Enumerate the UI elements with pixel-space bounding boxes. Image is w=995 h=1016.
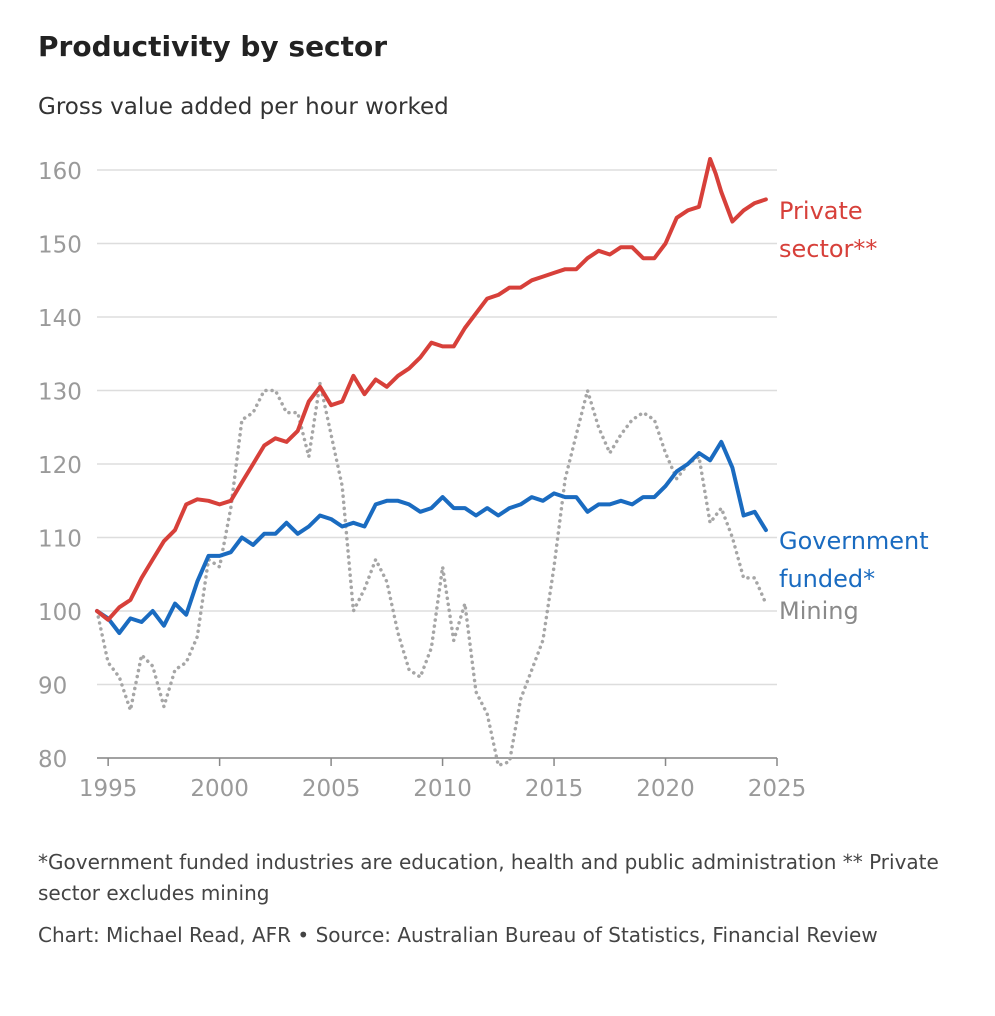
x-tick-label: 1995 [79, 776, 138, 802]
line-chart: 80 90 100 110 120 130 140 150 160 1995 2000 2005 201… [38, 157, 929, 802]
chart-title: Productivity by sector [38, 30, 388, 63]
y-tick-label: 80 [38, 747, 67, 773]
y-tick-label: 100 [38, 600, 82, 626]
y-tick-label: 120 [38, 453, 82, 479]
y-tick-label: 90 [38, 674, 67, 700]
chart-subtitle: Gross value added per hour worked [38, 94, 449, 120]
series-label: Private [779, 197, 863, 225]
x-tick-label: 2005 [302, 776, 361, 802]
y-tick-label: 140 [38, 306, 82, 332]
source-credit: Chart: Michael Read, AFR • Source: Austr… [38, 923, 878, 947]
series-line-government-funded [95, 439, 768, 635]
y-tick-label: 160 [38, 159, 82, 185]
y-tick-label: 150 [38, 233, 82, 259]
series-label: Mining [779, 597, 859, 625]
footnote: *Government funded industries are educat… [38, 850, 939, 905]
series-line-mining [95, 381, 768, 768]
x-tick-label: 2000 [190, 776, 249, 802]
series-label: sector** [779, 235, 877, 263]
x-tick-label: 2010 [413, 776, 472, 802]
x-tick-label: 2020 [636, 776, 695, 802]
y-tick-label: 110 [38, 527, 82, 553]
series-line-private-sector [95, 157, 768, 622]
series-label: Government [779, 527, 929, 555]
x-tick-label: 2025 [748, 776, 807, 802]
series-label: funded* [779, 565, 875, 593]
x-tick-label: 2015 [525, 776, 584, 802]
y-tick-label: 130 [38, 380, 82, 406]
